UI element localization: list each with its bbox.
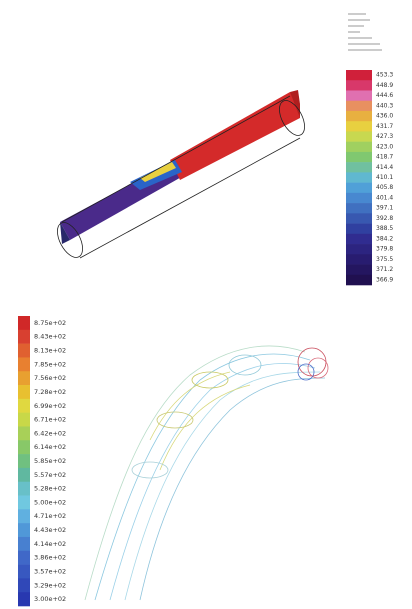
colorbar-label: 7.85e+02 bbox=[34, 360, 66, 368]
colorbar-swatch bbox=[18, 565, 30, 579]
colorbar-swatch bbox=[18, 399, 30, 413]
colorbar-label: 379.8 bbox=[376, 246, 393, 253]
colorbar-label: 3.86e+02 bbox=[34, 554, 66, 562]
colorbar-label: 4.43e+02 bbox=[34, 526, 66, 534]
colorbar-swatch bbox=[346, 203, 372, 214]
colorbar-swatch bbox=[18, 330, 30, 344]
colorbar-label: 375.5 bbox=[376, 256, 393, 263]
colorbar-label: 5.57e+02 bbox=[34, 471, 66, 479]
colorbar-swatch bbox=[18, 440, 30, 454]
colorbar-label: 410.1 bbox=[376, 174, 393, 181]
colorbar-label: 397.1 bbox=[376, 205, 393, 212]
colorbar-swatch bbox=[18, 385, 30, 399]
colorbar-label: 448.9 bbox=[376, 82, 393, 89]
header-text bbox=[348, 14, 382, 50]
colorbar-label: 5.28e+02 bbox=[34, 485, 66, 493]
colorbar-swatch bbox=[18, 509, 30, 523]
colorbar-swatch bbox=[346, 265, 372, 276]
colorbar-swatch bbox=[346, 90, 372, 101]
colorbar-swatch bbox=[346, 111, 372, 122]
colorbar-swatch bbox=[346, 121, 372, 132]
colorbar-swatch bbox=[18, 357, 30, 371]
colorbar-swatch bbox=[18, 482, 30, 496]
colorbar-swatch bbox=[346, 275, 372, 286]
colorbar-swatch bbox=[18, 454, 30, 468]
colorbar-label: 4.14e+02 bbox=[34, 540, 66, 548]
colorbar-label: 371.2 bbox=[376, 266, 393, 273]
colorbar-label: 436.0 bbox=[376, 113, 393, 120]
figure: 453.3 448.9 444.6 440.3 436.0 431.7 427.3 423.0… bbox=[0, 0, 412, 609]
colorbar-swatch bbox=[346, 234, 372, 245]
colorbar-swatch bbox=[18, 537, 30, 551]
colorbar-swatch bbox=[18, 578, 30, 592]
colorbar-label: 405.8 bbox=[376, 184, 393, 191]
colorbar-label: 414.4 bbox=[376, 164, 393, 171]
colorbar-swatch bbox=[346, 224, 372, 235]
colorbar-label: 418.7 bbox=[376, 154, 393, 161]
streamlines bbox=[85, 346, 328, 600]
colorbar-label: 431.7 bbox=[376, 123, 393, 130]
colorbar-swatch bbox=[18, 344, 30, 358]
colorbar-label: 3.29e+02 bbox=[34, 581, 66, 589]
colorbar-label: 4.71e+02 bbox=[34, 512, 66, 520]
colorbar-swatch bbox=[346, 101, 372, 112]
bottom-colorbar: 8.75e+02 8.43e+02 8.13e+02 7.85e+02 7.56e+02… bbox=[18, 316, 66, 606]
colorbar-swatch bbox=[18, 371, 30, 385]
colorbar-label: 388.5 bbox=[376, 225, 393, 232]
colorbar-swatch bbox=[18, 496, 30, 510]
colorbar-label: 8.43e+02 bbox=[34, 333, 66, 341]
colorbar-label: 444.6 bbox=[376, 92, 393, 99]
colorbar-label: 392.8 bbox=[376, 215, 393, 222]
colorbar-label: 3.57e+02 bbox=[34, 567, 66, 575]
colorbar-swatch bbox=[18, 551, 30, 565]
colorbar-label: 6.99e+02 bbox=[34, 402, 66, 410]
colorbar-swatch bbox=[18, 413, 30, 427]
colorbar-label: 453.3 bbox=[376, 72, 393, 79]
colorbar-label: 3.00e+02 bbox=[34, 595, 66, 603]
colorbar-swatch bbox=[346, 213, 372, 224]
colorbar-label: 6.14e+02 bbox=[34, 443, 66, 451]
colorbar-label: 8.75e+02 bbox=[34, 319, 66, 327]
colorbar-label: 7.28e+02 bbox=[34, 388, 66, 396]
colorbar-swatch bbox=[346, 244, 372, 255]
colorbar-swatch bbox=[346, 70, 372, 81]
colorbar-label: 366.9 bbox=[376, 276, 393, 283]
colorbar-swatch bbox=[346, 172, 372, 183]
colorbar-swatch bbox=[18, 592, 30, 606]
colorbar-label: 5.00e+02 bbox=[34, 498, 66, 506]
colorbar-swatch bbox=[346, 183, 372, 194]
colorbar-swatch bbox=[346, 131, 372, 142]
colorbar-swatch bbox=[18, 523, 30, 537]
colorbar-swatch bbox=[346, 193, 372, 204]
colorbar-label: 8.13e+02 bbox=[34, 347, 66, 355]
top-colorbar: 453.3 448.9 444.6 440.3 436.0 431.7 427.3 423.0… bbox=[346, 70, 393, 285]
colorbar-label: 401.4 bbox=[376, 194, 393, 201]
colorbar-label: 384.2 bbox=[376, 235, 393, 242]
colorbar-swatch bbox=[346, 152, 372, 163]
colorbar-swatch bbox=[18, 468, 30, 482]
colorbar-swatch bbox=[18, 316, 30, 330]
colorbar-label: 440.3 bbox=[376, 102, 393, 109]
colorbar-swatch bbox=[18, 426, 30, 440]
colorbar-swatch bbox=[346, 142, 372, 153]
colorbar-label: 7.56e+02 bbox=[34, 374, 66, 382]
colorbar-swatch bbox=[346, 162, 372, 173]
colorbar-label: 423.0 bbox=[376, 143, 393, 150]
colorbar-swatch bbox=[346, 254, 372, 265]
cylinder bbox=[52, 90, 309, 261]
colorbar-label: 6.71e+02 bbox=[34, 416, 66, 424]
colorbar-swatch bbox=[346, 80, 372, 91]
colorbar-label: 6.42e+02 bbox=[34, 429, 66, 437]
colorbar-label: 427.3 bbox=[376, 133, 393, 140]
colorbar-label: 5.85e+02 bbox=[34, 457, 66, 465]
